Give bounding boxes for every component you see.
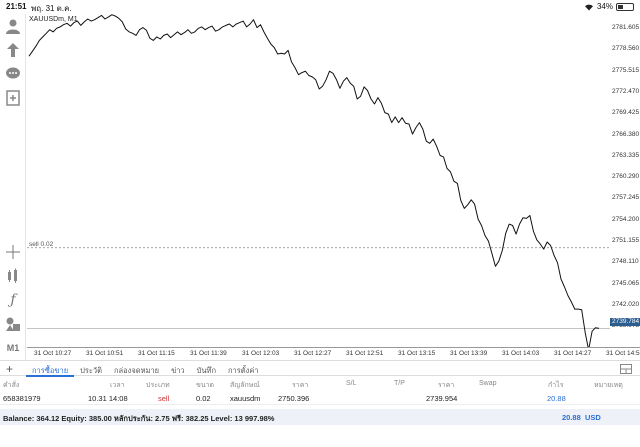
price-axis-label: 2769.425 — [612, 109, 640, 117]
tab-0[interactable]: การซื้อขาย — [26, 361, 75, 377]
price-axis-label: 2781.605 — [612, 24, 640, 31]
column-header: S/L — [346, 380, 357, 387]
status-date: พฤ. 31 ต.ค. — [31, 4, 72, 13]
layout-icon[interactable] — [620, 364, 632, 374]
price-axis-label: 2751.155 — [612, 237, 640, 244]
price-axis-label: 2754.200 — [612, 215, 640, 223]
order-time: 10.31 14:08 — [88, 394, 128, 403]
tab-5[interactable]: การตั้งค่า — [228, 366, 259, 375]
bottom-tabbar: + การซื้อขาย ประวัติ กล่องจดหมาย ข่าว บันทึก… — [0, 360, 640, 377]
chart-canvas — [27, 14, 610, 351]
balance-summary: Balance: 364.12 Equity: 385.00 หลักประกั… — [3, 414, 275, 423]
tab-2[interactable]: กล่องจดหมาย — [114, 366, 160, 375]
time-axis-label: 31 Oct 12:27 — [294, 350, 332, 357]
price-axis-label: 2775.515 — [612, 66, 640, 74]
price-chart[interactable] — [27, 14, 610, 351]
add-icon[interactable]: + — [6, 362, 14, 376]
chat-icon[interactable] — [3, 64, 23, 84]
column-header: เวลา — [110, 382, 125, 389]
price-axis-label: 2763.335 — [612, 151, 640, 159]
price-axis-label: 2778.560 — [612, 45, 640, 53]
tab-4[interactable]: บันทึก — [196, 366, 217, 375]
column-header: ขนาด — [196, 382, 215, 389]
price-axis-label: 2772.470 — [612, 87, 640, 95]
time-axis-label: 31 Oct 14:27 — [554, 350, 592, 357]
order-type: sell — [158, 394, 170, 403]
time-axis-label: 31 Oct 12:51 — [346, 350, 384, 357]
time-axis-label: 31 Oct 11:39 — [190, 350, 227, 357]
orders-table-header: คำสั่ง เวลา ประเภท ขนาด สัญลักษณ์ ราคา S/L T/P ร… — [0, 377, 640, 391]
column-header: Swap — [479, 380, 497, 387]
status-right: 34% — [584, 2, 634, 11]
timeframe-icon[interactable]: M1 — [6, 343, 20, 353]
left-toolbar: ƒ M1 — [0, 14, 26, 360]
price-axis-label: 2742.020 — [612, 300, 640, 308]
order-profit: 20.88 — [547, 394, 566, 403]
status-bar: 21:51 พฤ. 31 ต.ค. 34% — [0, 0, 640, 14]
time-axis: 31 Oct 10:27 31 Oct 10:51 31 Oct 11:15 31 O… — [27, 347, 640, 359]
battery-icon — [616, 2, 634, 11]
sell-line-label: sell 0.02 — [29, 241, 54, 248]
column-header: สัญลักษณ์ — [230, 382, 260, 389]
table-row[interactable]: 658381979 10.31 14:08 sell 0.02 xauusdm … — [0, 391, 640, 405]
column-header: กำไร — [548, 382, 564, 389]
time-axis-label: 31 Oct 13:39 — [450, 350, 488, 357]
wifi-icon — [584, 4, 593, 10]
price-series-line — [28, 14, 600, 351]
function-icon[interactable]: ƒ — [10, 292, 16, 308]
price-axis-label: 2766.380 — [612, 130, 640, 138]
order-size: 0.02 — [196, 394, 211, 403]
price-axis: 2781.605 2778.560 2775.515 2772.470 2769.425… — [610, 14, 640, 347]
price-axis-label: 2760.290 — [612, 173, 640, 181]
indicators-icon[interactable] — [3, 266, 23, 286]
order-id: 658381979 — [3, 394, 41, 403]
balance-row: Balance: 364.12 Equity: 385.00 หลักประกั… — [0, 409, 640, 425]
trade-icon[interactable] — [3, 40, 23, 60]
time-axis-label: 31 Oct 10:27 — [34, 350, 72, 357]
order-symbol: xauusdm — [230, 394, 261, 403]
time-axis-label: 31 Oct 12:03 — [242, 350, 280, 357]
column-header: ราคา — [438, 382, 455, 389]
column-header: หมายเหตุ — [594, 382, 623, 389]
profit-currency: USD — [585, 413, 601, 422]
time-axis-label: 31 Oct 14:03 — [502, 350, 540, 357]
tab-list: การซื้อขาย ประวัติ กล่องจดหมาย ข่าว บันทึก กา… — [26, 361, 265, 377]
time-axis-label: 31 Oct 11:15 — [138, 350, 175, 357]
current-price-marker: 2739.784 — [610, 318, 640, 326]
account-icon[interactable] — [3, 16, 23, 36]
column-header: ราคา — [292, 382, 309, 389]
time-axis-label: 31 Oct 13:15 — [398, 350, 436, 357]
total-profit: 20.88 — [562, 413, 581, 422]
new-order-icon[interactable] — [3, 88, 23, 108]
order-current-price: 2739.954 — [426, 394, 458, 403]
column-header: T/P — [394, 380, 405, 387]
order-open-price: 2750.396 — [278, 394, 310, 403]
crosshair-icon[interactable] — [3, 242, 23, 262]
price-axis-label: 2745.065 — [612, 279, 640, 287]
objects-icon[interactable] — [3, 314, 23, 334]
price-axis-label: 2757.245 — [612, 194, 640, 202]
column-header: คำสั่ง — [3, 382, 20, 389]
tab-3[interactable]: ข่าว — [171, 366, 185, 375]
chart-symbol-label: XAUUSDm, M1 — [29, 16, 78, 23]
price-axis-label: 2748.110 — [612, 258, 639, 266]
tab-1[interactable]: ประวัติ — [80, 366, 103, 375]
time-axis-label: 31 Oct 14:51 — [606, 350, 640, 357]
time-axis-label: 31 Oct 10:51 — [86, 350, 124, 357]
status-time: 21:51 — [6, 2, 27, 11]
column-header: ประเภท — [146, 382, 170, 389]
battery-percent: 34% — [596, 2, 613, 11]
